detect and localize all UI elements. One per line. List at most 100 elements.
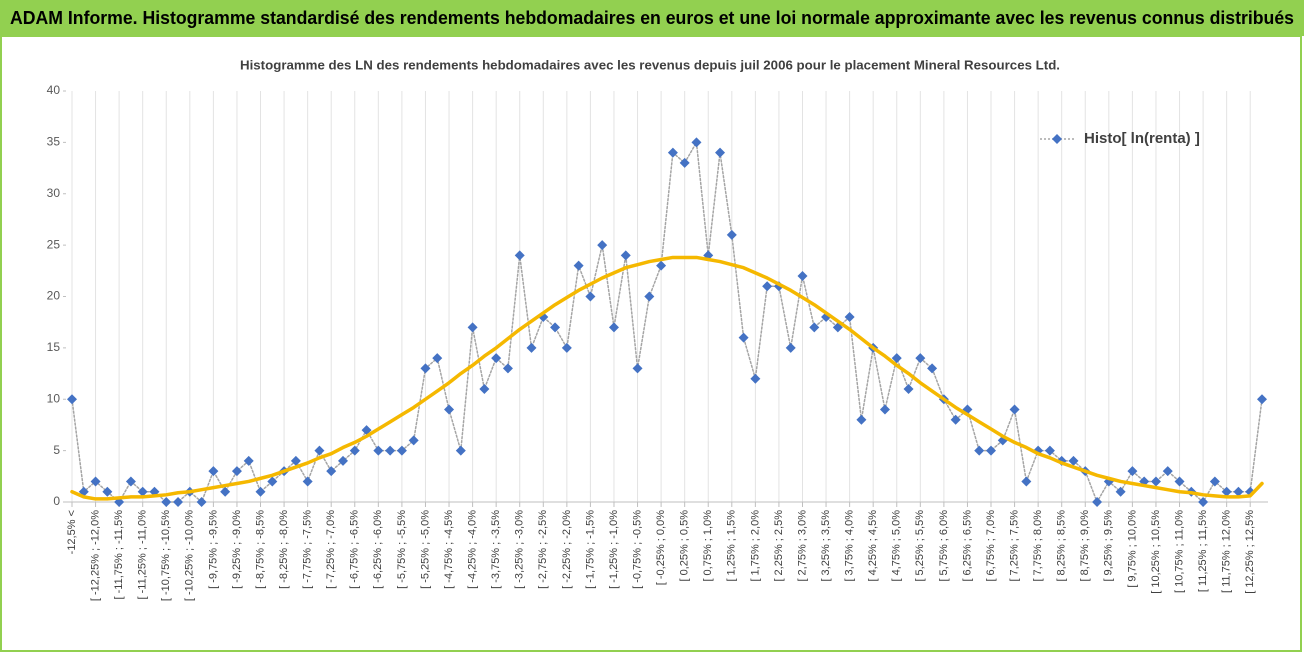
point (561, 342, 572, 353)
point (1198, 497, 1209, 507)
point (573, 260, 584, 271)
point (691, 137, 702, 148)
point (715, 147, 726, 158)
x-tick-label: [ -11,75% ; -11,5% (113, 510, 125, 600)
point (502, 363, 513, 374)
point (361, 425, 372, 436)
x-tick-label: [ 3,25% ; 3,5% (820, 510, 832, 582)
x-tick-label: [ 11,25% ; 11,5% (1197, 510, 1209, 592)
point (856, 414, 867, 425)
x-tick-label: [ 12,25% ; 12,5% (1244, 510, 1256, 594)
point (585, 291, 596, 302)
y-tick-label: 10 (47, 391, 61, 405)
point (137, 486, 148, 497)
point (67, 394, 77, 405)
point (903, 383, 914, 394)
point (974, 445, 985, 456)
point (738, 332, 749, 343)
x-tick-label: [ 0,25% ; 0,5% (679, 510, 691, 582)
point (514, 250, 525, 261)
y-tick-label: 40 (47, 83, 61, 97)
point (102, 486, 113, 497)
x-tick-label: [ -0,25% ; 0,0% (655, 510, 667, 585)
point (161, 497, 172, 507)
point (479, 383, 490, 394)
x-tick-label: [ -5,25% ; -5,0% (419, 510, 431, 589)
header-title: ADAM Informe. Histogramme standardisé de… (10, 8, 1294, 28)
point (950, 414, 961, 425)
x-tick-label: [ 0,75% ; 1,0% (702, 510, 714, 582)
point (608, 322, 619, 333)
x-tick-label: [ 10,25% ; 10,5% (1150, 510, 1162, 594)
x-tick-label: [ -0,75% ; -0,5% (631, 510, 643, 589)
point (597, 240, 608, 251)
point (1162, 466, 1173, 477)
point (1127, 466, 1138, 477)
x-tick-label: [ 6,75% ; 7,0% (985, 510, 997, 582)
point (208, 466, 219, 477)
y-tick-label: 25 (47, 237, 61, 251)
point (844, 312, 855, 323)
x-tick-label: [ -2,25% ; -2,0% (561, 510, 573, 589)
x-tick-label: [ 6,25% ; 6,5% (961, 510, 973, 582)
y-tick-label: 5 (53, 443, 60, 457)
point (915, 353, 926, 364)
y-tick-label: 20 (47, 289, 61, 303)
x-tick-label: [ -7,25% ; -7,0% (325, 510, 337, 589)
x-tick-label: [ -11,25% ; -11,0% (137, 510, 149, 600)
point (173, 497, 184, 507)
point (1044, 445, 1055, 456)
point (408, 435, 419, 446)
point (656, 260, 667, 271)
point (1233, 486, 1244, 497)
point (220, 486, 231, 497)
point (255, 486, 266, 497)
x-tick-label: [ -8,25% ; -8,0% (278, 510, 290, 589)
legend-label: Histo[ ln(renta) ] (1084, 130, 1200, 147)
point (467, 322, 478, 333)
point (986, 445, 997, 456)
x-tick-label: [ 4,25% ; 4,5% (867, 510, 879, 582)
x-tick-label: [ 9,25% ; 9,5% (1103, 510, 1115, 582)
x-tick-label: [ 8,75% ; 9,0% (1079, 510, 1091, 582)
point (1174, 476, 1185, 487)
x-tick-label: [ -4,75% ; -4,5% (443, 510, 455, 589)
point (526, 342, 537, 353)
point (620, 250, 631, 261)
x-tick-label: [ 8,25% ; 8,5% (1056, 510, 1068, 582)
x-tick-label: [ 2,75% ; 3,0% (796, 510, 808, 582)
point (491, 353, 502, 364)
x-tick-label: [ -10,25% ; -10,0% (184, 510, 196, 601)
x-tick-label: [ 7,75% ; 8,0% (1032, 510, 1044, 582)
x-tick-label: [ 5,25% ; 5,5% (914, 510, 926, 582)
x-tick-label: [ 4,75% ; 5,0% (891, 510, 903, 582)
legend-marker (1052, 134, 1062, 144)
point (444, 404, 455, 415)
x-tick-label: [ 11,75% ; 12,0% (1221, 510, 1233, 593)
point (290, 455, 301, 466)
point (891, 353, 902, 364)
x-tick-label: [ -12,25% ; -12,0% (89, 510, 101, 601)
point (231, 466, 242, 477)
y-tick-label: 15 (47, 340, 61, 354)
point (1021, 476, 1032, 487)
point (750, 373, 761, 384)
point (1257, 394, 1267, 405)
x-tick-label: [ -3,75% ; -3,5% (490, 510, 502, 589)
header-bar (0, 0, 1304, 36)
point (326, 466, 337, 477)
y-tick-label: 35 (47, 135, 61, 149)
x-tick-label: [ -3,25% ; -3,0% (514, 510, 526, 589)
normal-curve (70, 255, 1264, 501)
point (1009, 404, 1020, 415)
point (879, 404, 890, 415)
x-tick-label: [ -1,75% ; -1,5% (584, 510, 596, 589)
point (1068, 455, 1079, 466)
point (337, 455, 348, 466)
x-tick-label: [ -9,25% ; -9,0% (231, 510, 243, 589)
point (679, 157, 690, 168)
x-tick-label: [ 5,75% ; 6,0% (938, 510, 950, 582)
x-tick-label: [ -4,25% ; -4,0% (467, 510, 479, 589)
y-tick-label: 30 (47, 186, 61, 200)
x-tick-label: [ -2,75% ; -2,5% (537, 510, 549, 589)
